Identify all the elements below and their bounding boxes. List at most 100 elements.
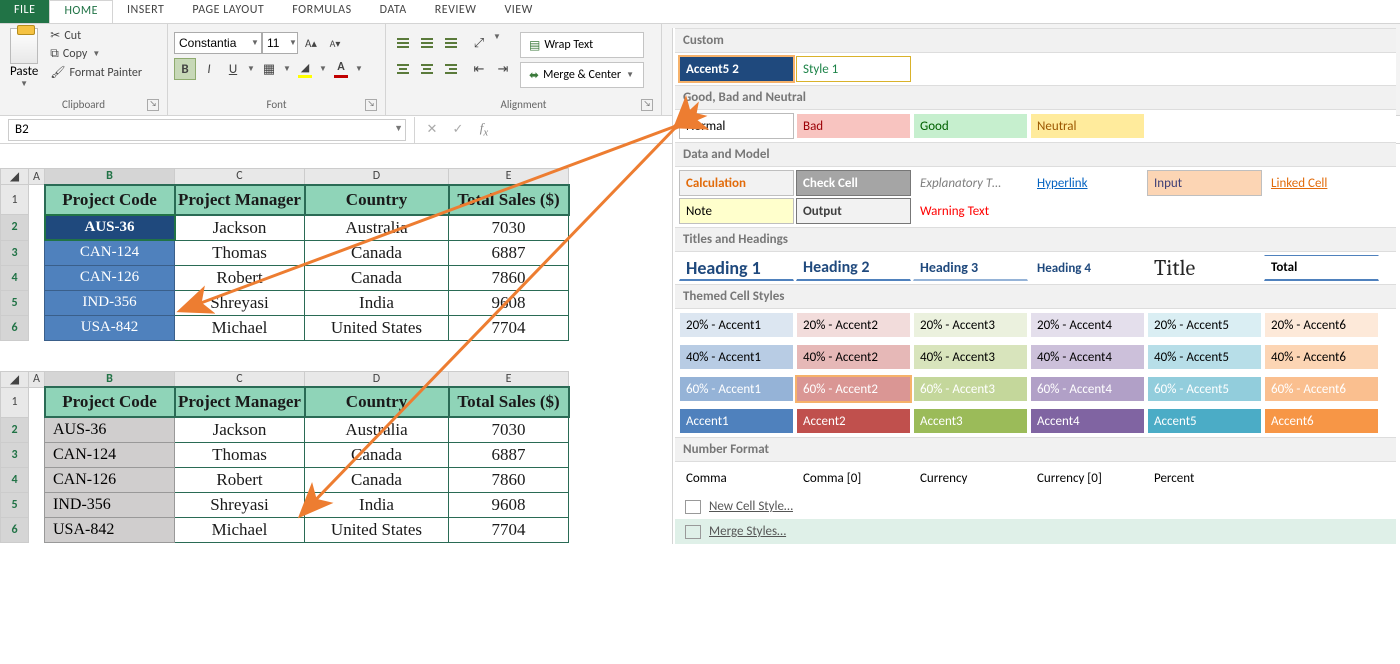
style-heading-1[interactable]: Heading 1 <box>679 255 794 281</box>
header-project-code-2[interactable]: Project Code <box>45 387 175 417</box>
row-header-3[interactable]: 3 <box>1 240 29 265</box>
align-left[interactable] <box>392 58 414 80</box>
style-accent5-2[interactable]: Accent5 2 <box>679 56 794 82</box>
style-linked-cell[interactable]: Linked Cell <box>1264 170 1379 196</box>
cell-a5[interactable] <box>29 290 45 315</box>
header-total-sales[interactable]: Total Sales ($) <box>449 185 569 215</box>
col-header-a2[interactable]: A <box>29 371 45 387</box>
style-calculation[interactable]: Calculation <box>679 170 794 196</box>
cell-d3[interactable]: Canada <box>305 443 449 468</box>
underline-button[interactable]: U <box>222 58 244 80</box>
bold-button[interactable]: B <box>174 58 196 80</box>
cell-b4[interactable]: CAN-126 <box>45 468 175 493</box>
font-name-input[interactable] <box>174 32 262 54</box>
cell-b4[interactable]: CAN-126 <box>45 265 175 290</box>
cell-d4[interactable]: Canada <box>305 468 449 493</box>
style-20-accent5[interactable]: 20% - Accent5 <box>1147 312 1262 338</box>
style-accent6[interactable]: Accent6 <box>1264 408 1379 434</box>
row-header-5[interactable]: 5 <box>1 290 29 315</box>
borders-button[interactable]: ▦ <box>258 58 280 80</box>
cell-a2[interactable] <box>29 417 45 443</box>
cell-a6[interactable] <box>29 518 45 543</box>
tab-data[interactable]: DATA <box>366 0 421 23</box>
borders-dd-icon[interactable]: ▼ <box>282 64 292 74</box>
style-neutral[interactable]: Neutral <box>1030 113 1145 139</box>
row-header-4[interactable]: 4 <box>1 265 29 290</box>
style-currency[interactable]: Currency <box>913 465 1028 491</box>
cell-e2[interactable]: 7030 <box>449 417 569 443</box>
cell-a1[interactable] <box>29 185 45 215</box>
style-40-accent5[interactable]: 40% - Accent5 <box>1147 344 1262 370</box>
cell-e5[interactable]: 9608 <box>449 493 569 518</box>
header-project-code[interactable]: Project Code <box>45 185 175 215</box>
header-country-2[interactable]: Country <box>305 387 449 417</box>
align-middle[interactable] <box>416 32 438 54</box>
cell-a2[interactable] <box>29 215 45 241</box>
fill-color-button[interactable]: ◢ <box>294 58 316 80</box>
cell-b5[interactable]: IND-356 <box>45 290 175 315</box>
tab-formulas[interactable]: FORMULAS <box>278 0 365 23</box>
style-heading-2[interactable]: Heading 2 <box>796 255 911 281</box>
insert-function-button[interactable]: fx <box>471 119 497 141</box>
cell-d5[interactable]: India <box>305 290 449 315</box>
style-percent[interactable]: Percent <box>1147 465 1262 491</box>
style-warning-text[interactable]: Warning Text <box>913 198 1028 224</box>
merge-dd-icon[interactable]: ▼ <box>625 70 635 80</box>
cell-c2[interactable]: Jackson <box>175 417 305 443</box>
cell-e4[interactable]: 7860 <box>449 468 569 493</box>
style-check-cell[interactable]: Check Cell <box>796 170 911 196</box>
cell-c6[interactable]: Michael <box>175 518 305 543</box>
style-accent2[interactable]: Accent2 <box>796 408 911 434</box>
col-header-b[interactable]: B <box>45 169 175 185</box>
tab-page-layout[interactable]: PAGE LAYOUT <box>178 0 278 23</box>
col-header-e[interactable]: E <box>449 169 569 185</box>
row-header-1b[interactable]: 1 <box>1 387 29 417</box>
style-heading-4[interactable]: Heading 4 <box>1030 255 1145 281</box>
style-accent5[interactable]: Accent5 <box>1147 408 1262 434</box>
style-40-accent6[interactable]: 40% - Accent6 <box>1264 344 1379 370</box>
cell-a6[interactable] <box>29 315 45 340</box>
cell-c3[interactable]: Thomas <box>175 443 305 468</box>
orientation-dd-icon[interactable]: ▼ <box>492 32 502 54</box>
cell-a3[interactable] <box>29 443 45 468</box>
style-accent1[interactable]: Accent1 <box>679 408 794 434</box>
decrease-font-icon[interactable]: A▾ <box>324 32 346 54</box>
row-header-6[interactable]: 6 <box>1 518 29 543</box>
font-color-button[interactable]: A <box>330 58 352 80</box>
row-header-6[interactable]: 6 <box>1 315 29 340</box>
cell-d2[interactable]: Australia <box>305 215 449 241</box>
cell-b3[interactable]: CAN-124 <box>45 443 175 468</box>
style-heading-3[interactable]: Heading 3 <box>913 255 1028 281</box>
style-accent4[interactable]: Accent4 <box>1030 408 1145 434</box>
cell-c5[interactable]: Shreyasi <box>175 493 305 518</box>
style-60-accent2[interactable]: 60% - Accent2 <box>796 376 911 402</box>
clipboard-dialog-launcher[interactable]: ↘ <box>147 99 159 111</box>
cell-a5[interactable] <box>29 493 45 518</box>
col-header-a[interactable]: A <box>29 169 45 185</box>
col-header-b2[interactable]: B <box>45 371 175 387</box>
increase-indent[interactable]: ⇥ <box>492 58 514 80</box>
new-cell-style[interactable]: New Cell Style… <box>675 494 1396 519</box>
cell-c2[interactable]: Jackson <box>175 215 305 241</box>
row-header-4[interactable]: 4 <box>1 468 29 493</box>
orientation-button[interactable]: ⤢ <box>468 32 490 54</box>
merge-center-button[interactable]: ⬌Merge & Center▼ <box>520 62 644 88</box>
row-header-1[interactable]: 1 <box>1 185 29 215</box>
align-top[interactable] <box>392 32 414 54</box>
row-header-2[interactable]: 2 <box>1 417 29 443</box>
col-header-c2[interactable]: C <box>175 371 305 387</box>
row-header-3[interactable]: 3 <box>1 443 29 468</box>
copy-button[interactable]: ⧉Copy▼ <box>46 45 146 63</box>
cell-c5[interactable]: Shreyasi <box>175 290 305 315</box>
style-60-accent3[interactable]: 60% - Accent3 <box>913 376 1028 402</box>
cell-d6[interactable]: United States <box>305 518 449 543</box>
header-country[interactable]: Country <box>305 185 449 215</box>
decrease-indent[interactable]: ⇤ <box>468 58 490 80</box>
style-explanatory-t-[interactable]: Explanatory T… <box>913 170 1028 196</box>
style-20-accent2[interactable]: 20% - Accent2 <box>796 312 911 338</box>
format-painter-button[interactable]: 🖌Format Painter <box>46 63 146 82</box>
style-bad[interactable]: Bad <box>796 113 911 139</box>
fill-dd-icon[interactable]: ▼ <box>318 64 328 74</box>
style-total[interactable]: Total <box>1264 255 1379 281</box>
cell-a1b[interactable] <box>29 387 45 417</box>
